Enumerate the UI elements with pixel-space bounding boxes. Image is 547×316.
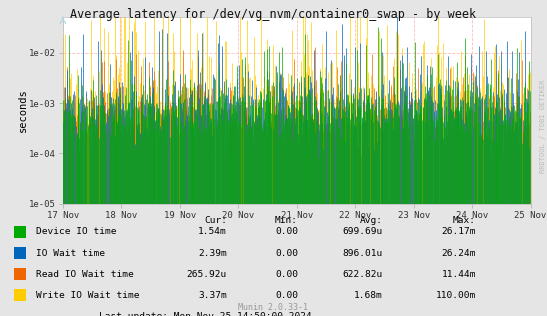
Text: Average latency for /dev/vg_nvm/container0_swap - by week: Average latency for /dev/vg_nvm/containe… <box>71 8 476 21</box>
Text: Munin 2.0.33-1: Munin 2.0.33-1 <box>238 303 309 312</box>
Text: RRDTOOL / TOBI OETIKER: RRDTOOL / TOBI OETIKER <box>540 80 546 173</box>
Text: 1.54m: 1.54m <box>198 228 227 236</box>
Text: Cur:: Cur: <box>204 216 227 225</box>
Text: 11.44m: 11.44m <box>441 270 476 279</box>
Text: Device IO time: Device IO time <box>36 228 116 236</box>
Text: 0.00: 0.00 <box>275 249 298 258</box>
Text: 896.01u: 896.01u <box>342 249 383 258</box>
Text: Last update: Mon Nov 25 14:50:00 2024: Last update: Mon Nov 25 14:50:00 2024 <box>99 312 312 316</box>
Text: Max:: Max: <box>453 216 476 225</box>
Text: 265.92u: 265.92u <box>187 270 227 279</box>
Text: 26.17m: 26.17m <box>441 228 476 236</box>
Text: IO Wait time: IO Wait time <box>36 249 104 258</box>
Y-axis label: seconds: seconds <box>18 89 28 132</box>
Text: 26.24m: 26.24m <box>441 249 476 258</box>
Text: 0.00: 0.00 <box>275 291 298 300</box>
Text: 699.69u: 699.69u <box>342 228 383 236</box>
Text: 110.00m: 110.00m <box>435 291 476 300</box>
Text: Min:: Min: <box>275 216 298 225</box>
Text: 0.00: 0.00 <box>275 228 298 236</box>
Text: 2.39m: 2.39m <box>198 249 227 258</box>
Text: Avg:: Avg: <box>360 216 383 225</box>
Text: 622.82u: 622.82u <box>342 270 383 279</box>
Text: Read IO Wait time: Read IO Wait time <box>36 270 133 279</box>
Text: 3.37m: 3.37m <box>198 291 227 300</box>
Text: 0.00: 0.00 <box>275 270 298 279</box>
Text: Write IO Wait time: Write IO Wait time <box>36 291 139 300</box>
Text: 1.68m: 1.68m <box>354 291 383 300</box>
